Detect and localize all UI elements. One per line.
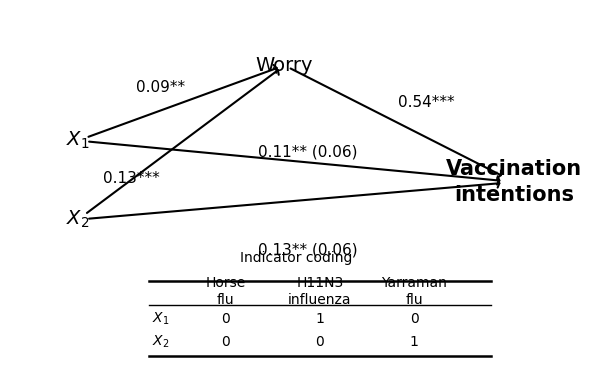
Text: 0: 0 xyxy=(316,335,324,349)
Text: Vaccination
intentions: Vaccination intentions xyxy=(446,159,583,205)
Text: 0: 0 xyxy=(221,335,230,349)
Text: Yarraman
flu: Yarraman flu xyxy=(381,276,447,307)
Text: Horse
flu: Horse flu xyxy=(205,276,245,307)
Text: 1: 1 xyxy=(410,335,419,349)
Text: $X_1$: $X_1$ xyxy=(152,311,169,327)
Text: 0.11** (0.06): 0.11** (0.06) xyxy=(258,144,358,160)
Text: 0.09**: 0.09** xyxy=(136,80,185,96)
Text: 1: 1 xyxy=(316,312,324,326)
Text: $X_2$: $X_2$ xyxy=(152,334,169,350)
Text: $X_1$: $X_1$ xyxy=(66,130,90,151)
Text: Worry: Worry xyxy=(256,56,313,75)
Text: Indicator coding: Indicator coding xyxy=(240,252,352,266)
Text: 0: 0 xyxy=(410,312,418,326)
Text: $X_2$: $X_2$ xyxy=(67,209,90,230)
Text: 0: 0 xyxy=(221,312,230,326)
Text: H11N3
influenza: H11N3 influenza xyxy=(288,276,352,307)
Text: 0.13** (0.06): 0.13** (0.06) xyxy=(258,242,358,257)
Text: 0.13***: 0.13*** xyxy=(103,171,160,186)
Text: 0.54***: 0.54*** xyxy=(398,96,454,110)
